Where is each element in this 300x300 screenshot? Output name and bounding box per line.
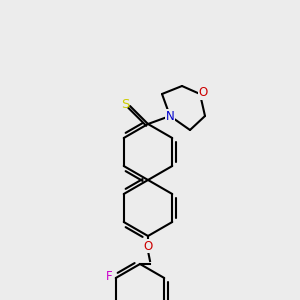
Text: F: F (105, 271, 112, 284)
Text: O: O (143, 239, 153, 253)
Text: N: N (166, 110, 174, 122)
Text: O: O (198, 86, 208, 100)
Text: S: S (121, 98, 129, 110)
